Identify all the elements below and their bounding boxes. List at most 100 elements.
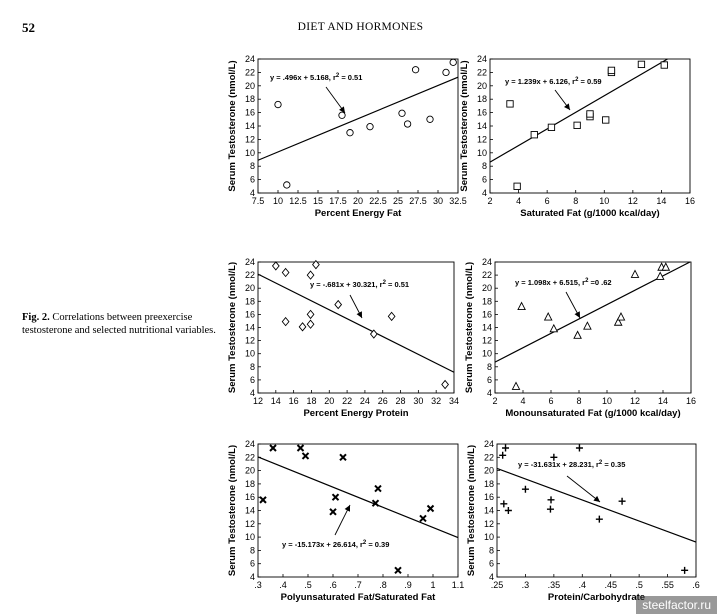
y-axis-label: Serum Testosterone (nmol/L) bbox=[459, 60, 470, 191]
data-point bbox=[661, 262, 671, 271]
equation-superscript: 2 bbox=[585, 278, 589, 284]
data-point bbox=[296, 444, 305, 452]
y-tick-label: 6 bbox=[250, 375, 255, 385]
data-point bbox=[442, 68, 450, 77]
equation-superscript: 2 bbox=[363, 540, 367, 546]
data-point bbox=[281, 316, 290, 327]
equation-tail: =0 .62 bbox=[588, 278, 611, 287]
data-point bbox=[334, 299, 343, 310]
regression-equation: y = .496x + 5.168, r2 = 0.51 bbox=[270, 73, 362, 82]
data-point bbox=[595, 515, 603, 523]
regression-equation: y = 1.239x + 6.126, r2 = 0.59 bbox=[505, 77, 602, 86]
x-tick-label: .4 bbox=[279, 580, 287, 590]
x-tick-label: 25 bbox=[393, 196, 403, 206]
data-point bbox=[346, 129, 354, 137]
y-tick-label: 14 bbox=[477, 121, 487, 131]
y-tick-label: 8 bbox=[489, 545, 494, 555]
equation-superscript: 2 bbox=[336, 73, 340, 79]
y-tick-label: 8 bbox=[482, 161, 487, 171]
x-tick-label: 15 bbox=[313, 196, 323, 206]
data-point bbox=[269, 444, 277, 452]
x-tick-label: .4 bbox=[579, 580, 587, 590]
y-tick-label: 18 bbox=[245, 94, 255, 104]
y-tick-label: 20 bbox=[245, 283, 255, 293]
y-tick-label: 14 bbox=[245, 323, 255, 333]
data-point bbox=[511, 381, 521, 390]
x-tick-label: .45 bbox=[604, 580, 617, 590]
equation-superscript: 2 bbox=[575, 77, 579, 83]
equation-main: y = .496x + 5.168, r bbox=[270, 73, 336, 82]
x-tick-label: 30 bbox=[433, 196, 443, 206]
data-point bbox=[369, 329, 378, 339]
y-axis-label: Serum Testosterone (nmol/L) bbox=[227, 445, 238, 576]
data-point bbox=[573, 121, 581, 129]
equation-main: y = 1.098x + 6.515, r bbox=[515, 278, 585, 287]
y-tick-label: 16 bbox=[245, 492, 255, 502]
x-tick-label: 28 bbox=[396, 396, 406, 406]
data-point bbox=[339, 453, 347, 462]
data-point bbox=[426, 504, 435, 513]
y-tick-label: 6 bbox=[482, 175, 487, 185]
y-tick-label: 12 bbox=[484, 519, 494, 529]
x-tick-label: 12.5 bbox=[289, 196, 307, 206]
x-axis-label: Protein/Carbohydrate bbox=[548, 592, 645, 603]
equation-main: y = -.681x + 30.321, r bbox=[310, 280, 383, 289]
y-tick-label: 4 bbox=[487, 388, 492, 398]
y-tick-label: 10 bbox=[245, 148, 255, 158]
y-tick-label: 8 bbox=[250, 362, 255, 372]
data-point bbox=[586, 110, 594, 118]
y-tick-label: 24 bbox=[245, 54, 255, 64]
regression-equation: y = -.681x + 30.321, r2 = 0.51 bbox=[310, 280, 409, 289]
y-tick-label: 16 bbox=[245, 309, 255, 319]
y-tick-label: 4 bbox=[250, 572, 255, 582]
x-axis-label: Percent Energy Protein bbox=[303, 408, 408, 419]
x-tick-label: 30 bbox=[413, 396, 423, 406]
data-point bbox=[618, 497, 626, 505]
y-tick-label: 24 bbox=[245, 439, 255, 449]
x-tick-label: 32.5 bbox=[449, 196, 467, 206]
x-tick-label: 16 bbox=[686, 396, 696, 406]
x-tick-label: .6 bbox=[692, 580, 700, 590]
y-tick-label: 8 bbox=[250, 545, 255, 555]
y-tick-label: 16 bbox=[482, 309, 492, 319]
data-point bbox=[306, 270, 315, 280]
x-tick-label: 8 bbox=[576, 396, 581, 406]
data-point bbox=[573, 330, 582, 339]
x-tick-label: 2 bbox=[492, 396, 497, 406]
x-tick-label: 12 bbox=[253, 396, 263, 406]
y-tick-label: 12 bbox=[245, 519, 255, 529]
equation-main: y = 1.239x + 6.126, r bbox=[505, 77, 575, 86]
data-point bbox=[546, 505, 554, 513]
data-point bbox=[403, 120, 412, 128]
y-tick-label: 10 bbox=[245, 349, 255, 359]
data-point bbox=[630, 269, 640, 278]
data-point bbox=[547, 123, 556, 131]
data-point bbox=[419, 514, 427, 523]
x-tick-label: 6 bbox=[545, 196, 550, 206]
data-point bbox=[660, 61, 668, 69]
y-tick-label: 22 bbox=[245, 270, 255, 280]
x-axis-label: Monounsaturated Fat (g/1000 kcal/day) bbox=[505, 408, 680, 419]
y-tick-label: 24 bbox=[482, 257, 492, 267]
arrow-head bbox=[564, 103, 570, 110]
caption-text: Correlations between preexercise testost… bbox=[22, 312, 216, 336]
y-axis-label: Serum Testosterone (nmol/L) bbox=[227, 60, 238, 191]
x-tick-label: 14 bbox=[271, 396, 281, 406]
x-tick-label: 8 bbox=[573, 196, 578, 206]
x-tick-label: 32 bbox=[431, 396, 441, 406]
y-tick-label: 10 bbox=[482, 349, 492, 359]
y-tick-label: 14 bbox=[245, 121, 255, 131]
x-tick-label: 7.5 bbox=[252, 196, 265, 206]
data-point bbox=[502, 444, 510, 452]
y-tick-label: 16 bbox=[477, 108, 487, 118]
data-point bbox=[338, 111, 346, 119]
y-axis-label: Serum Testosterone (nmol/L) bbox=[227, 262, 238, 393]
data-point bbox=[543, 312, 553, 321]
data-point bbox=[550, 453, 558, 461]
data-point bbox=[616, 312, 626, 321]
data-point bbox=[426, 115, 434, 123]
y-axis-label: Serum Testosterone (nmol/L) bbox=[466, 445, 477, 576]
data-point bbox=[259, 496, 267, 504]
data-point bbox=[504, 507, 512, 514]
